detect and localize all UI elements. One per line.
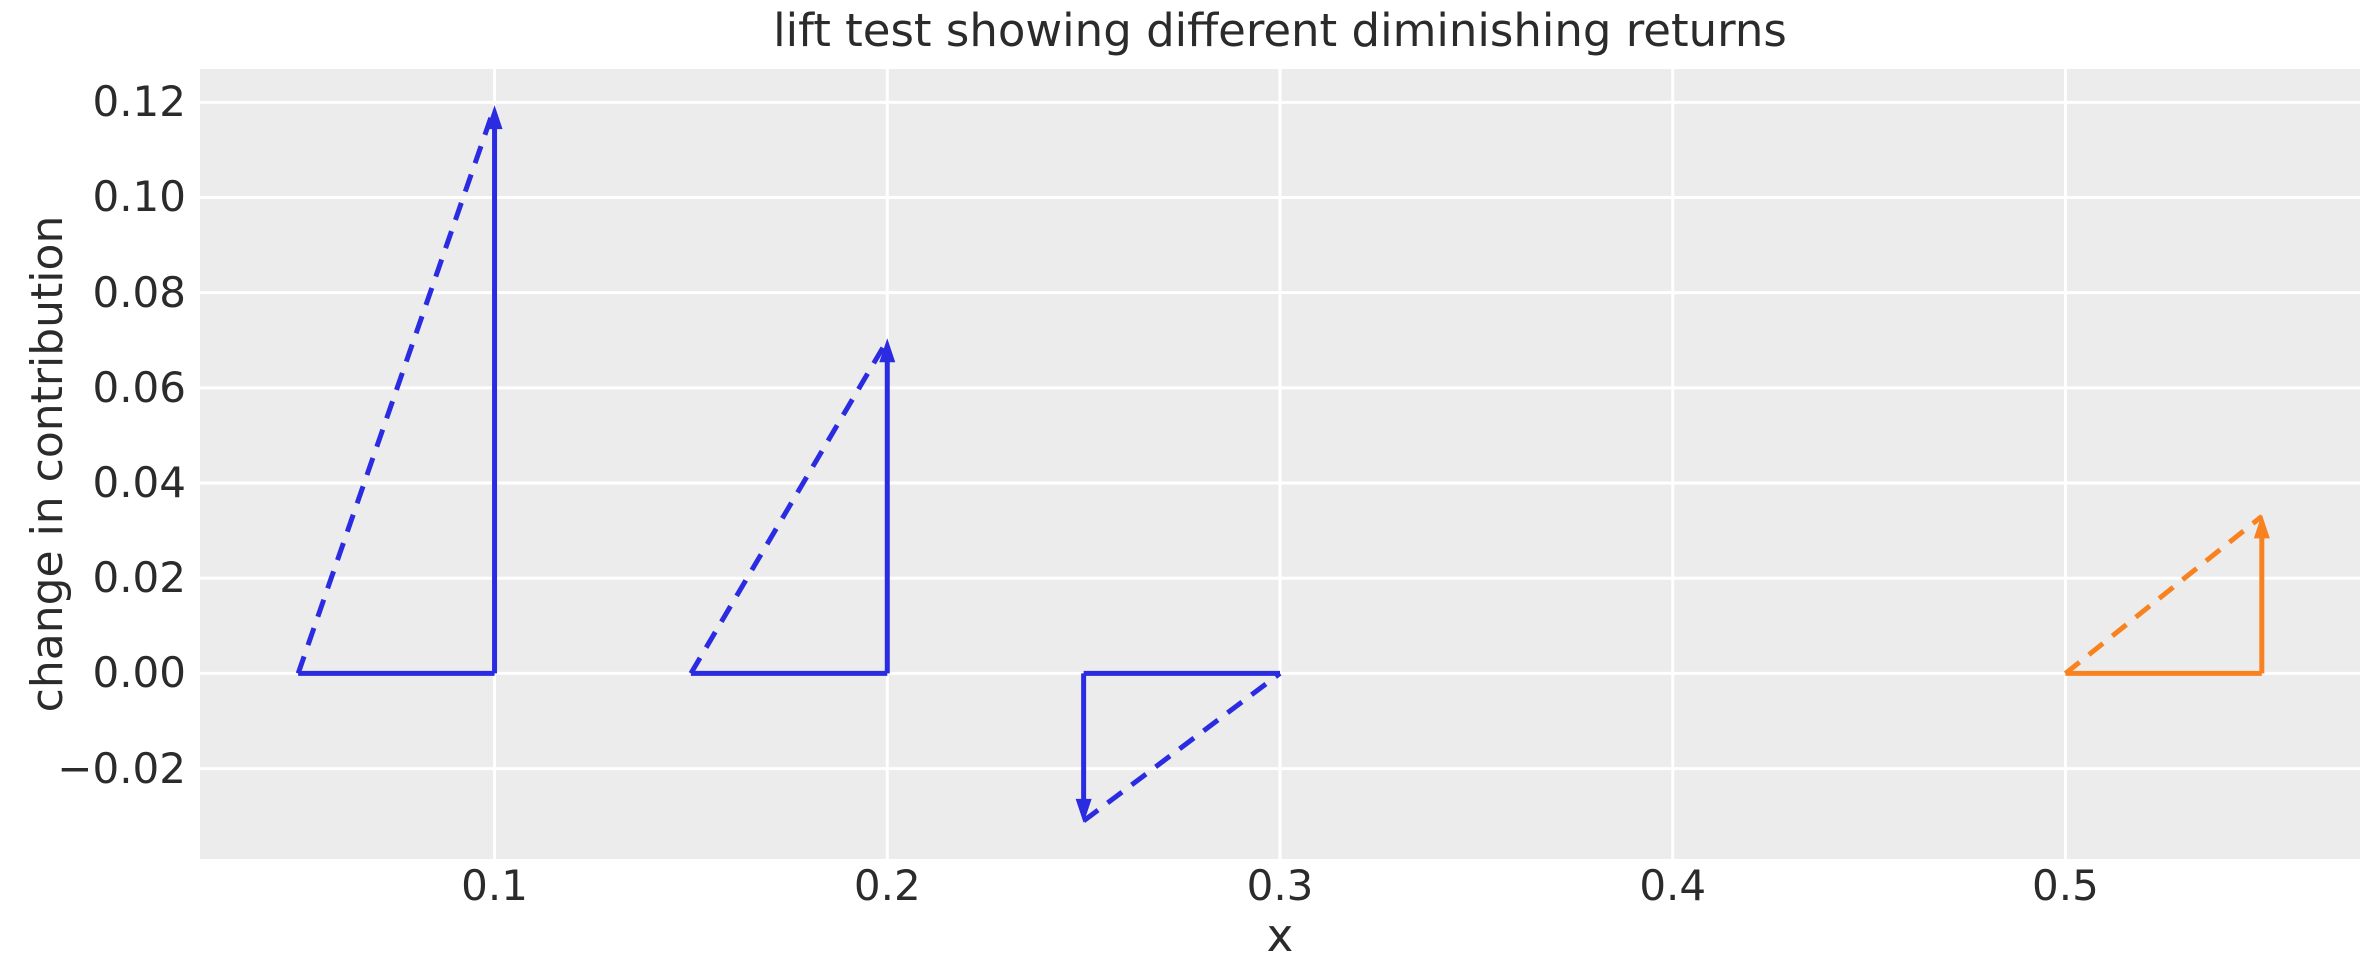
lift-4-arrowhead	[2253, 514, 2270, 539]
x-axis-label: x	[1266, 909, 1294, 962]
y-tick-label: 0.04	[92, 458, 186, 508]
lift-3-arrowhead	[1075, 798, 1092, 823]
x-tick-label: 0.1	[461, 861, 528, 910]
x-tick-label: 0.2	[853, 861, 921, 910]
y-tick-label: 0.00	[92, 648, 186, 698]
chart-title: lift test showing different diminishing …	[773, 4, 1787, 57]
lift-2-arrowhead	[879, 338, 896, 363]
y-tick-label: 0.06	[92, 362, 186, 412]
y-tick-label: 0.10	[92, 172, 186, 222]
x-tick-label: 0.5	[2032, 861, 2099, 910]
x-tick-label: 0.4	[1639, 861, 1707, 910]
plot-area	[200, 69, 2360, 859]
lift-3-hypotenuse	[1082, 671, 1282, 823]
x-tick-label: 0.3	[1246, 861, 1314, 910]
lift-1-hypotenuse	[295, 106, 497, 675]
plot-canvas	[200, 69, 2360, 859]
lift-4-hypotenuse	[2063, 514, 2264, 676]
y-tick-label: 0.02	[92, 553, 186, 603]
lift-1-arrowhead	[486, 105, 503, 130]
y-tick-label: 0.08	[92, 267, 186, 317]
y-tick-label: 0.12	[92, 77, 186, 127]
lift-2-hypotenuse	[688, 338, 890, 675]
y-tick-label: −0.02	[57, 743, 186, 793]
